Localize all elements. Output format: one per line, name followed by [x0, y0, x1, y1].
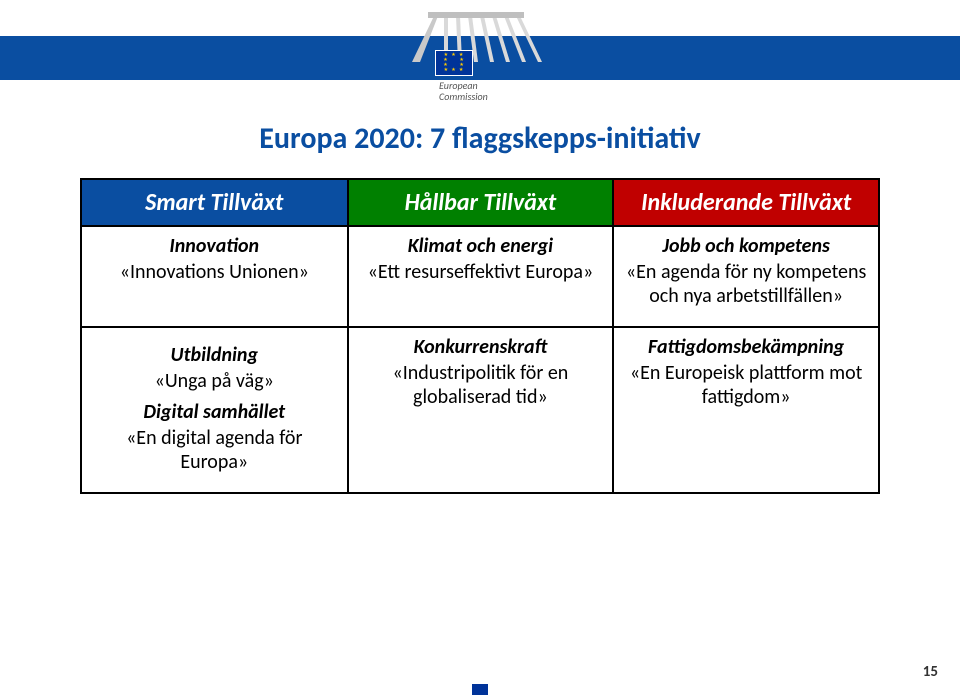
cell-poverty: Fattigdomsbekämpning «En Europeisk platt… [613, 327, 879, 493]
initiatives-table: Smart Tillväxt Hållbar Tillväxt Inkluder… [80, 178, 880, 494]
page-number: 15 [923, 663, 938, 681]
col-header-label: Inkluderande Tillväxt [641, 188, 851, 217]
table-row: Innovation «Innovations Unionen» Klimat … [81, 226, 879, 327]
footer-flag-icon [472, 684, 488, 695]
slide-title: Europa 2020: 7 flaggskepps-initiativ [0, 120, 960, 157]
table-header-row: Smart Tillväxt Hållbar Tillväxt Inkluder… [81, 179, 879, 226]
col-header-inclusive: Inkluderande Tillväxt [613, 179, 879, 226]
cell-education-digital: Utbildning «Unga på väg» Digital samhäll… [81, 327, 348, 493]
cell-jobs: Jobb och kompetens «En agenda för ny kom… [613, 226, 879, 327]
col-header-sustainable: Hållbar Tillväxt [348, 179, 614, 226]
logo-building-icon [410, 10, 550, 62]
cell-topic: Utbildning [90, 344, 339, 367]
cell-topic: Fattigdomsbekämpning [622, 336, 870, 359]
cell-topic: Konkurrenskraft [357, 336, 605, 359]
cell-body: «En Europeisk plattform mot fattigdom» [622, 361, 870, 409]
cell-topic-2: Digital samhället [90, 401, 339, 424]
col-header-smart: Smart Tillväxt [81, 179, 348, 226]
cell-body: «Innovations Unionen» [90, 260, 339, 284]
cell-topic: Innovation [90, 235, 339, 258]
cell-climate: Klimat och energi «Ett resurseffektivt E… [348, 226, 614, 327]
cell-body: «Industripolitik för en globaliserad tid… [357, 361, 605, 409]
logo-caption: EuropeanCommission [439, 80, 559, 102]
ec-logo: ★ ★ ★★ ★★ ★★ ★ ★ EuropeanCommission [405, 10, 555, 110]
cell-competitiveness: Konkurrenskraft «Industripolitik för en … [348, 327, 614, 493]
cell-body: «En agenda för ny kompetens och nya arbe… [622, 260, 870, 308]
cell-body-2: «En digital agenda för Europa» [90, 426, 339, 474]
slide-page: ★ ★ ★★ ★★ ★★ ★ ★ EuropeanCommission Euro… [0, 0, 960, 695]
table-row: Utbildning «Unga på väg» Digital samhäll… [81, 327, 879, 493]
col-header-label: Hållbar Tillväxt [405, 188, 557, 217]
cell-topic: Klimat och energi [357, 235, 605, 258]
col-header-label: Smart Tillväxt [145, 188, 283, 217]
eu-flag-icon: ★ ★ ★★ ★★ ★★ ★ ★ [435, 50, 473, 76]
cell-body: «Ett resurseffektivt Europa» [357, 260, 605, 284]
cell-body: «Unga på väg» [90, 369, 339, 393]
cell-innovation: Innovation «Innovations Unionen» [81, 226, 348, 327]
cell-topic: Jobb och kompetens [622, 235, 870, 258]
